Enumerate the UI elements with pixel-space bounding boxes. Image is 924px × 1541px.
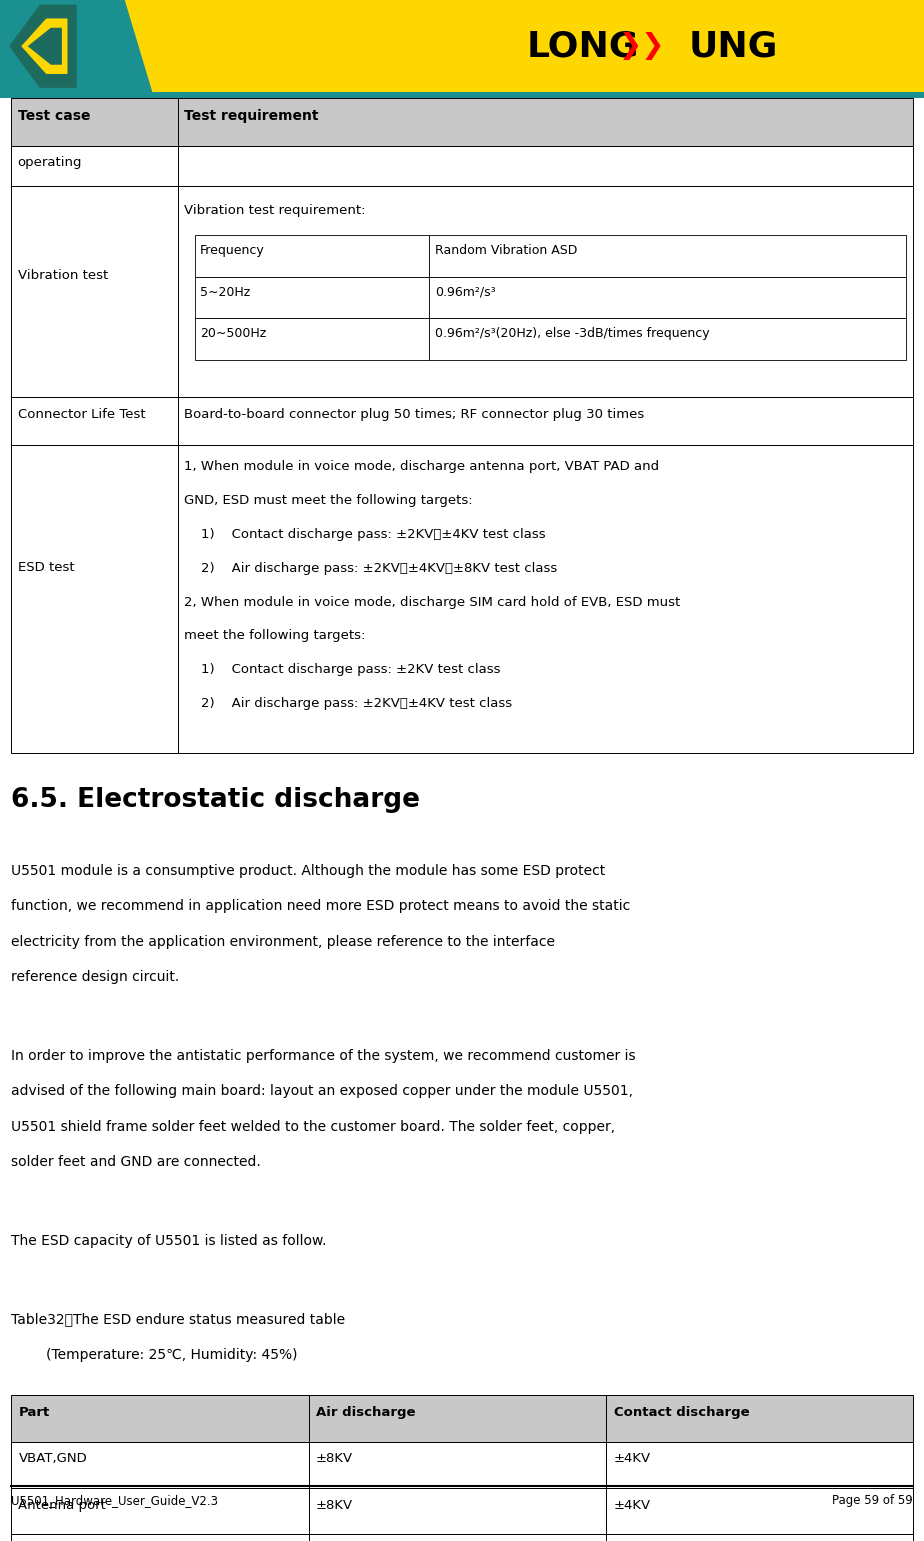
Bar bbox=[195, 236, 430, 277]
Text: 2)    Air discharge pass: ±2KV、±4KV test class: 2) Air discharge pass: ±2KV、±4KV test cl… bbox=[201, 698, 512, 710]
Text: U5501 module is a consumptive product. Although the module has some ESD protect: U5501 module is a consumptive product. A… bbox=[11, 865, 605, 878]
Bar bbox=[11, 186, 178, 398]
Text: operating: operating bbox=[18, 157, 82, 170]
Text: 6.5. Electrostatic discharge: 6.5. Electrostatic discharge bbox=[11, 787, 420, 812]
Text: Connector Life Test: Connector Life Test bbox=[18, 408, 145, 421]
Text: ±8KV: ±8KV bbox=[316, 1453, 353, 1465]
Text: Air discharge: Air discharge bbox=[316, 1407, 416, 1419]
Bar bbox=[178, 186, 913, 398]
Bar bbox=[0, 0, 924, 92]
Bar bbox=[11, 1396, 309, 1442]
Text: Antenna port: Antenna port bbox=[18, 1499, 106, 1512]
Bar bbox=[178, 398, 913, 445]
Text: UNG: UNG bbox=[688, 29, 778, 63]
Bar bbox=[0, 92, 924, 99]
Polygon shape bbox=[21, 18, 67, 74]
Text: 2, When module in voice mode, discharge SIM card hold of EVB, ESD must: 2, When module in voice mode, discharge … bbox=[185, 596, 681, 609]
Text: LONG: LONG bbox=[527, 29, 639, 63]
Bar bbox=[195, 319, 430, 361]
Text: advised of the following main board: layout an exposed copper under the module U: advised of the following main board: lay… bbox=[11, 1085, 633, 1099]
Text: VBAT,GND: VBAT,GND bbox=[18, 1453, 87, 1465]
Text: U5501 shield frame solder feet welded to the customer board. The solder feet, co: U5501 shield frame solder feet welded to… bbox=[11, 1120, 615, 1134]
Text: ❯❯: ❯❯ bbox=[619, 32, 665, 60]
Bar bbox=[11, 1442, 309, 1489]
Text: Board-to-board connector plug 50 times; RF connector plug 30 times: Board-to-board connector plug 50 times; … bbox=[185, 408, 645, 421]
Text: meet the following targets:: meet the following targets: bbox=[185, 630, 366, 643]
Text: 2)    Air discharge pass: ±2KV、±4KV、±8KV test class: 2) Air discharge pass: ±2KV、±4KV、±8KV te… bbox=[201, 562, 557, 575]
Text: The ESD capacity of U5501 is listed as follow.: The ESD capacity of U5501 is listed as f… bbox=[11, 1234, 326, 1248]
Bar bbox=[11, 99, 178, 146]
Text: Contact discharge: Contact discharge bbox=[614, 1407, 749, 1419]
Bar bbox=[195, 277, 430, 319]
Text: 5∼20Hz: 5∼20Hz bbox=[201, 287, 250, 299]
Polygon shape bbox=[9, 5, 77, 88]
Bar bbox=[11, 1489, 309, 1535]
Bar bbox=[11, 398, 178, 445]
Bar bbox=[309, 1396, 606, 1442]
Text: (Temperature: 25℃, Humidity: 45%): (Temperature: 25℃, Humidity: 45%) bbox=[11, 1348, 298, 1362]
Text: ±4KV: ±4KV bbox=[614, 1499, 650, 1512]
Text: Vibration test requirement:: Vibration test requirement: bbox=[185, 205, 366, 217]
Text: Part: Part bbox=[18, 1407, 50, 1419]
Text: ESD test: ESD test bbox=[18, 561, 74, 575]
Text: ±4KV: ±4KV bbox=[614, 1453, 650, 1465]
Text: Frequency: Frequency bbox=[201, 245, 265, 257]
Text: 1, When module in voice mode, discharge antenna port, VBAT PAD and: 1, When module in voice mode, discharge … bbox=[185, 461, 660, 473]
Text: ±8KV: ±8KV bbox=[316, 1499, 353, 1512]
Text: Table32：The ESD endure status measured table: Table32：The ESD endure status measured t… bbox=[11, 1313, 346, 1327]
Bar bbox=[606, 1535, 913, 1541]
Text: GND, ESD must meet the following targets:: GND, ESD must meet the following targets… bbox=[185, 495, 473, 507]
Text: electricity from the application environment, please reference to the interface: electricity from the application environ… bbox=[11, 935, 555, 949]
Bar bbox=[178, 146, 913, 186]
Text: solder feet and GND are connected.: solder feet and GND are connected. bbox=[11, 1156, 261, 1170]
Text: 1)    Contact discharge pass: ±2KV、±4KV test class: 1) Contact discharge pass: ±2KV、±4KV tes… bbox=[201, 529, 546, 541]
Bar bbox=[309, 1489, 606, 1535]
Bar bbox=[606, 1396, 913, 1442]
Text: function, we recommend in application need more ESD protect means to avoid the s: function, we recommend in application ne… bbox=[11, 900, 630, 914]
Text: 0.96m²/s³: 0.96m²/s³ bbox=[435, 287, 495, 299]
Bar bbox=[11, 1535, 309, 1541]
Text: Test case: Test case bbox=[18, 108, 90, 123]
Polygon shape bbox=[28, 28, 62, 65]
Bar bbox=[430, 319, 906, 361]
Text: 1)    Contact discharge pass: ±2KV test class: 1) Contact discharge pass: ±2KV test cla… bbox=[201, 664, 501, 676]
Polygon shape bbox=[0, 0, 152, 92]
Text: In order to improve the antistatic performance of the system, we recommend custo: In order to improve the antistatic perfo… bbox=[11, 1049, 636, 1063]
Text: 20∼500Hz: 20∼500Hz bbox=[201, 328, 266, 341]
Bar bbox=[309, 1535, 606, 1541]
Text: 0.96m²/s³(20Hz), else -3dB/times frequency: 0.96m²/s³(20Hz), else -3dB/times frequen… bbox=[435, 328, 710, 341]
Text: Vibration test: Vibration test bbox=[18, 270, 108, 282]
Text: Page 59 of 59: Page 59 of 59 bbox=[833, 1495, 913, 1507]
Bar bbox=[606, 1489, 913, 1535]
Text: U5501_Hardware_User_Guide_V2.3: U5501_Hardware_User_Guide_V2.3 bbox=[11, 1495, 218, 1507]
Bar bbox=[309, 1442, 606, 1489]
Bar bbox=[178, 445, 913, 754]
Bar bbox=[606, 1442, 913, 1489]
Bar bbox=[178, 99, 913, 146]
Text: reference design circuit.: reference design circuit. bbox=[11, 971, 179, 985]
Text: Test requirement: Test requirement bbox=[185, 108, 319, 123]
Bar bbox=[430, 236, 906, 277]
Text: Random Vibration ASD: Random Vibration ASD bbox=[435, 245, 578, 257]
Bar bbox=[11, 445, 178, 754]
Bar bbox=[11, 146, 178, 186]
Bar bbox=[430, 277, 906, 319]
